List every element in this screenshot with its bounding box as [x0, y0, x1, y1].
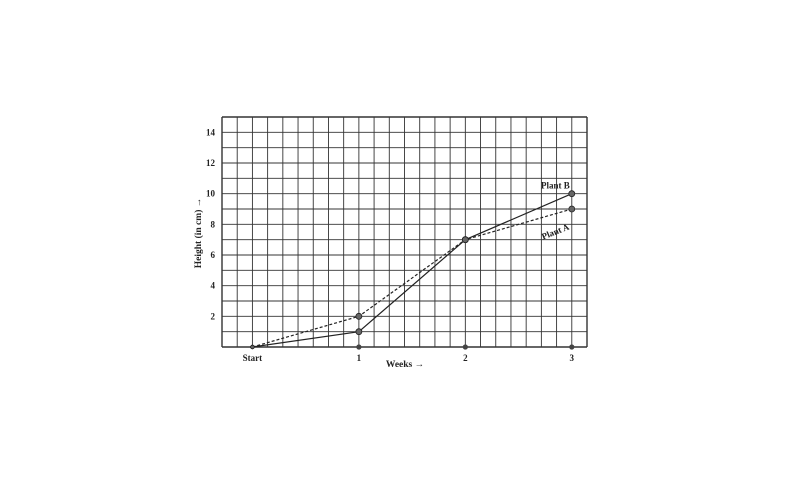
y-tick-label: 14 [206, 127, 216, 137]
series-line-plant-a [252, 208, 572, 348]
x-tick-label: 1 [357, 353, 362, 363]
y-tick-label: 2 [211, 311, 216, 321]
y-axis-ticks: 2 4 6 8 10 12 14 [206, 127, 216, 321]
y-tick-label: 10 [206, 189, 216, 199]
y-axis-label: Height (in cm) → [193, 198, 204, 268]
x-axis-tick-dot [462, 344, 468, 350]
x-axis-ticks: Start 1 2 3 [243, 344, 575, 363]
y-tick-label: 4 [211, 281, 216, 291]
data-point [568, 205, 576, 213]
x-tick-label: 3 [570, 353, 575, 363]
data-point [355, 328, 363, 336]
x-tick-label: Start [243, 353, 263, 363]
x-axis-tick-dot [356, 344, 362, 350]
y-tick-label: 8 [211, 219, 216, 229]
y-tick-label: 12 [206, 158, 216, 168]
data-point [355, 312, 363, 320]
x-tick-label: 2 [463, 353, 468, 363]
data-point [250, 344, 255, 350]
grid [221, 116, 588, 348]
series-label: Plant B [541, 181, 570, 191]
y-tick-label: 6 [211, 250, 216, 260]
x-axis-label: Weeks → [386, 360, 424, 370]
x-axis-tick-dot [569, 344, 575, 350]
series-line-plant-b [252, 193, 573, 348]
data-point [568, 190, 576, 198]
data-point [461, 236, 469, 244]
